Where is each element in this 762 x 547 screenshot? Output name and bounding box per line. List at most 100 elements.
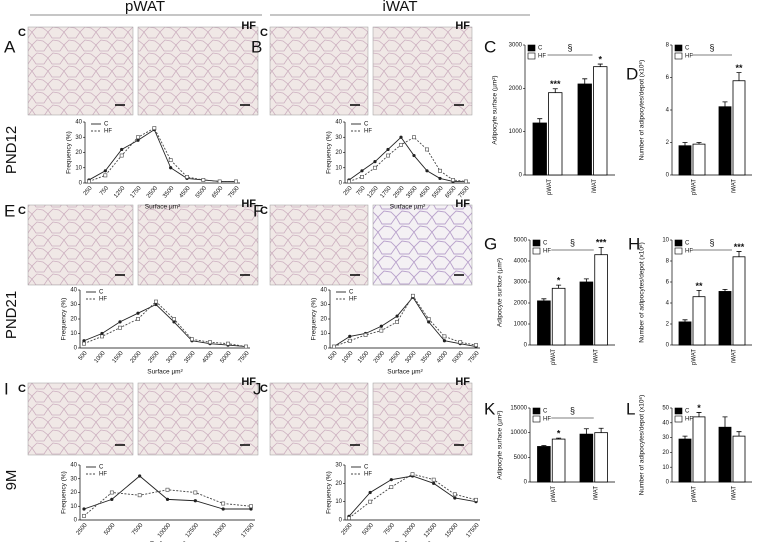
y-axis-label: Adipocyte surface (µm²) bbox=[497, 258, 504, 327]
x-tick-label: 3500 bbox=[420, 350, 434, 365]
series-line bbox=[83, 475, 251, 510]
bar bbox=[692, 296, 706, 346]
histology-image bbox=[137, 204, 259, 286]
y-axis-label: Frequency (%) bbox=[326, 471, 333, 514]
x-axis-label: Surface µm² bbox=[387, 369, 423, 376]
y-tick-label: 30 bbox=[70, 476, 77, 482]
histology-image bbox=[269, 26, 369, 116]
bar bbox=[593, 66, 608, 176]
x-tick-label: 4500 bbox=[419, 185, 433, 200]
series-line bbox=[88, 127, 236, 182]
image-label: HF bbox=[241, 198, 256, 210]
legend-label: C bbox=[364, 465, 369, 471]
error-bar bbox=[682, 319, 688, 322]
panel-letter: C bbox=[484, 37, 496, 56]
legend-label: C bbox=[349, 290, 354, 296]
significance: * bbox=[697, 403, 701, 413]
point bbox=[431, 477, 436, 482]
y-tick-label: 3000 bbox=[509, 43, 523, 49]
point bbox=[412, 135, 416, 140]
y-tick-label: 30 bbox=[335, 135, 342, 141]
y-axis-label: Adipocyte surface (µm²) bbox=[492, 75, 499, 144]
error-bar bbox=[598, 427, 604, 433]
column-header: pWAT bbox=[125, 0, 165, 15]
legend-label: C bbox=[543, 409, 548, 415]
series-line bbox=[83, 489, 252, 517]
x-tick-label: pWAT bbox=[692, 179, 698, 195]
y-tick-label: 40 bbox=[335, 120, 342, 126]
error-bar bbox=[598, 246, 604, 255]
point bbox=[118, 325, 122, 330]
y-tick-label: 15000 bbox=[510, 406, 527, 412]
bar bbox=[678, 438, 692, 483]
x-tick-label: 4500 bbox=[179, 185, 193, 200]
x-tick-label: 5000 bbox=[362, 522, 376, 537]
x-tick-label: 3500 bbox=[162, 185, 176, 200]
point bbox=[425, 169, 429, 173]
y-axis-label: Number of adipocytes/depot (x10⁶) bbox=[639, 60, 646, 161]
x-tick-label: 5000 bbox=[452, 350, 466, 365]
point bbox=[360, 175, 364, 179]
x-tick-label: 4000 bbox=[436, 350, 450, 365]
histology-image bbox=[27, 26, 134, 116]
x-tick-label: pWAT bbox=[692, 486, 698, 502]
y-tick-label: 40 bbox=[70, 288, 77, 294]
legend-swatch bbox=[532, 239, 541, 247]
point bbox=[138, 474, 142, 478]
legend-label: HF bbox=[99, 297, 107, 303]
point bbox=[464, 179, 468, 184]
point bbox=[185, 175, 189, 179]
error-bar bbox=[736, 72, 742, 81]
error-bar bbox=[537, 118, 543, 123]
x-tick-label: pWAT bbox=[551, 486, 557, 502]
point bbox=[103, 173, 108, 178]
point bbox=[226, 341, 230, 346]
y-tick-label: 5000 bbox=[514, 238, 528, 244]
x-tick-label: 15000 bbox=[444, 522, 460, 539]
series-line bbox=[333, 296, 477, 347]
x-tick-label: 1500 bbox=[112, 350, 126, 365]
point bbox=[169, 166, 173, 170]
bracket-label: § bbox=[567, 42, 572, 52]
significance: ** bbox=[735, 63, 743, 73]
x-tick-label: 7500 bbox=[131, 522, 145, 537]
point bbox=[82, 341, 86, 346]
bracket-label: § bbox=[709, 237, 714, 247]
bar bbox=[594, 432, 608, 483]
y-tick-label: 10 bbox=[335, 499, 342, 505]
x-tick-label: 4000 bbox=[202, 350, 216, 365]
histology-image bbox=[372, 382, 473, 456]
y-tick-label: 30 bbox=[75, 135, 82, 141]
x-tick-label: 500 bbox=[328, 350, 339, 362]
error-bar bbox=[682, 142, 688, 146]
y-tick-label: 4000 bbox=[514, 259, 528, 265]
y-tick-label: 40 bbox=[662, 420, 669, 426]
point bbox=[152, 126, 157, 131]
row-label: PND21 bbox=[3, 291, 20, 339]
bar bbox=[732, 435, 746, 483]
y-tick-label: 40 bbox=[70, 463, 77, 469]
image-label: C bbox=[260, 205, 268, 217]
image-label: HF bbox=[455, 376, 470, 388]
bar bbox=[692, 143, 706, 176]
point bbox=[120, 147, 124, 152]
x-tick-label: 250 bbox=[83, 185, 94, 197]
x-tick-label: pWAT bbox=[547, 179, 553, 195]
point bbox=[244, 344, 248, 349]
y-tick-label: 20 bbox=[662, 450, 669, 456]
y-tick-label: 0 bbox=[666, 343, 670, 349]
x-axis-label: Surface µm² bbox=[390, 204, 426, 211]
histology-image bbox=[27, 382, 134, 456]
point bbox=[348, 334, 352, 338]
x-tick-label: 250 bbox=[343, 185, 354, 197]
point bbox=[373, 160, 377, 164]
point bbox=[395, 314, 399, 318]
y-tick-label: 10 bbox=[70, 504, 77, 510]
point bbox=[172, 320, 176, 324]
panel-letter: E bbox=[4, 201, 15, 220]
point bbox=[474, 343, 478, 348]
legend-label: HF bbox=[685, 417, 693, 423]
point bbox=[363, 333, 368, 337]
point bbox=[442, 339, 447, 343]
legend-swatch bbox=[674, 239, 683, 247]
